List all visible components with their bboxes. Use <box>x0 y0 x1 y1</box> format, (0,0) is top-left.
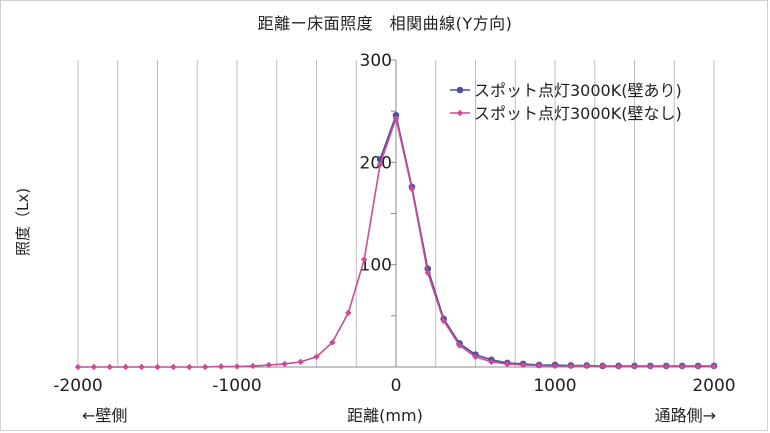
series-2-point <box>583 362 590 370</box>
y-tick-label: 300 <box>360 51 392 71</box>
series-2-point <box>535 362 543 369</box>
x-tick-label: -1000 <box>212 376 261 396</box>
series-2-point <box>694 363 702 370</box>
series-2-point <box>74 363 82 371</box>
series-2-point <box>472 353 479 360</box>
series-2-point <box>233 363 241 370</box>
series-2-point <box>345 309 352 316</box>
series-2-point <box>249 362 257 370</box>
series-2-point <box>154 363 161 371</box>
x-axis-label: 距離(mm) <box>347 406 423 425</box>
series-2-point <box>90 363 98 371</box>
series-2-point <box>424 269 431 277</box>
series-2-point <box>520 361 527 369</box>
series-2-point <box>361 256 368 263</box>
series-line-1 <box>379 112 714 367</box>
series-2-point <box>122 363 129 371</box>
series-2-point <box>663 363 670 370</box>
legend-marker-1 <box>456 86 464 94</box>
series-2-point <box>281 360 288 368</box>
x-tick-label: 2000 <box>692 376 735 396</box>
series-2-point <box>186 363 193 371</box>
series-2-point <box>631 363 638 370</box>
series-2-point <box>599 362 606 370</box>
series-2-point <box>376 161 384 168</box>
series-2-point <box>567 362 575 370</box>
series-2-point <box>170 363 177 371</box>
x-tick-label: 0 <box>391 376 402 396</box>
chart-title: 距離ー床面照度 相関曲線(Y方向) <box>257 14 513 33</box>
series-2-point <box>710 363 718 370</box>
series-2-point <box>313 353 320 360</box>
x-right-note: 通路側→ <box>654 406 716 425</box>
series-2-point <box>504 360 511 368</box>
series-2-point <box>297 358 304 366</box>
legend-label-1: スポット点灯3000K(壁あり) <box>474 81 682 100</box>
x-tick-label: 1000 <box>533 376 576 396</box>
series-2-point <box>408 185 416 193</box>
series-2-point <box>217 363 225 370</box>
series-2-point <box>488 358 495 366</box>
series-2-point <box>138 363 145 371</box>
y-tick-label: 100 <box>360 256 392 276</box>
series-2-point <box>679 363 686 370</box>
x-left-note: ←壁側 <box>82 406 128 425</box>
x-tick-label: -2000 <box>53 376 102 396</box>
series-2-point <box>329 339 336 346</box>
series-2-point <box>647 363 654 370</box>
legend-marker-2 <box>456 109 464 117</box>
series-2-point <box>265 361 272 369</box>
series-2-point <box>392 115 400 122</box>
series-2-point <box>440 317 447 325</box>
series-2-point <box>615 363 622 370</box>
y-tick-label: 200 <box>360 153 392 173</box>
series-2-point <box>551 362 559 370</box>
legend-label-2: スポット点灯3000K(壁なし) <box>474 104 682 123</box>
series-2-point <box>106 363 113 371</box>
series-2-point <box>456 342 463 349</box>
series-2-point <box>202 363 209 371</box>
